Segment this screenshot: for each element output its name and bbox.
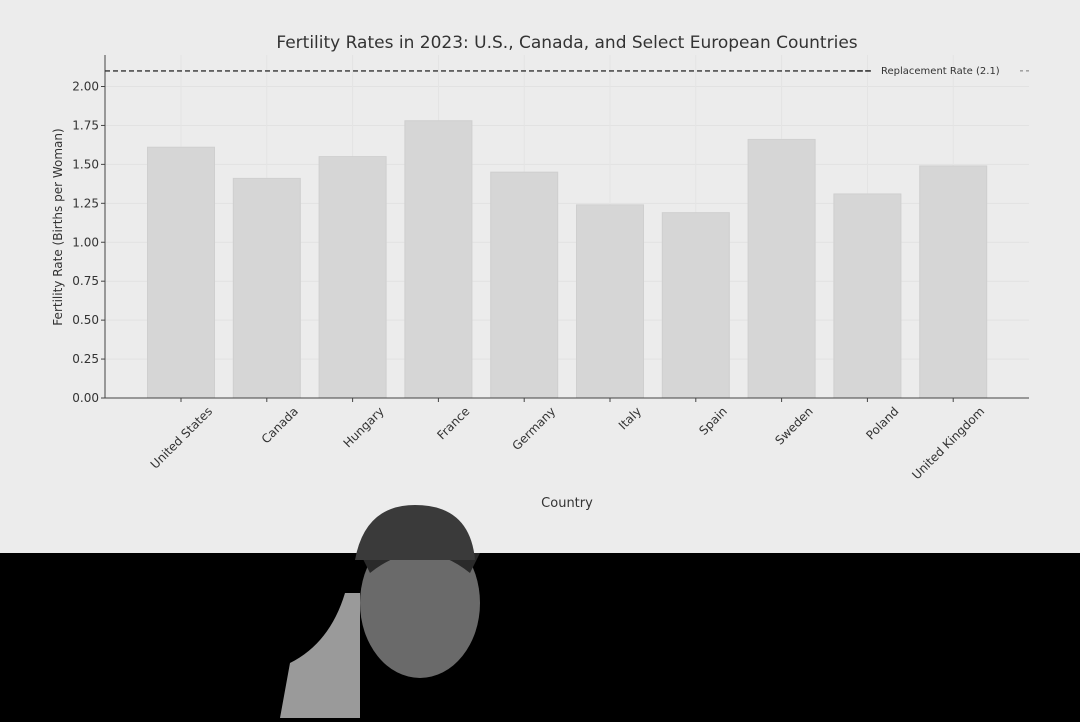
y-tick-label: 0.00 bbox=[72, 391, 99, 405]
bars bbox=[147, 120, 988, 399]
bar-italy bbox=[576, 204, 644, 399]
x-tick-label: United States bbox=[148, 404, 215, 471]
x-tick-label: Hungary bbox=[341, 404, 387, 450]
bar-united-kingdom bbox=[919, 165, 988, 399]
y-tick-label: 0.50 bbox=[72, 313, 99, 327]
x-axis-label: Country bbox=[541, 496, 593, 511]
presenter-head-top bbox=[355, 505, 475, 560]
y-tick-label: 1.25 bbox=[72, 196, 99, 210]
chart-title: Fertility Rates in 2023: U.S., Canada, a… bbox=[276, 33, 857, 53]
bar-germany bbox=[490, 171, 559, 399]
x-tick-label: Sweden bbox=[772, 404, 815, 447]
presenter-video bbox=[0, 523, 1080, 718]
axes bbox=[104, 55, 1029, 399]
y-tick-label: 2.00 bbox=[72, 80, 99, 94]
bar-sweden bbox=[747, 138, 816, 399]
x-ticks: United States Canada Hungary France Germany I… bbox=[148, 398, 987, 482]
x-tick-label: France bbox=[434, 404, 472, 442]
x-tick-label: Spain bbox=[696, 404, 730, 438]
bar-spain bbox=[661, 212, 730, 399]
presenter-hand bbox=[280, 593, 360, 718]
bar-france bbox=[404, 120, 473, 399]
bar-canada bbox=[232, 177, 301, 399]
bar-united-states bbox=[147, 146, 215, 399]
y-tick-label: 0.75 bbox=[72, 274, 99, 288]
x-tick-label: Germany bbox=[509, 404, 558, 453]
legend-label: Replacement Rate (2.1) bbox=[881, 66, 1000, 77]
y-tick-label: 1.75 bbox=[72, 118, 99, 132]
x-tick-label: United Kingdom bbox=[909, 404, 987, 482]
x-tick-label: Italy bbox=[616, 404, 644, 432]
bar-hungary bbox=[318, 156, 387, 399]
y-axis-label: Fertility Rate (Births per Woman) bbox=[51, 128, 65, 325]
presenter-silhouette bbox=[280, 523, 480, 718]
y-tick-label: 0.25 bbox=[72, 352, 99, 366]
x-tick-label: Poland bbox=[863, 404, 901, 442]
chart-panel: Fertility Rates in 2023: U.S., Canada, a… bbox=[0, 0, 1080, 553]
bar-chart: Fertility Rates in 2023: U.S., Canada, a… bbox=[51, 33, 1030, 511]
bar-poland bbox=[833, 193, 902, 399]
x-tick-label: Canada bbox=[259, 404, 301, 446]
y-tick-label: 1.00 bbox=[72, 235, 99, 249]
presenter-head bbox=[360, 528, 480, 678]
y-ticks: 0.00 0.25 0.50 0.75 1.00 1.25 1.50 1.75 2.00 bbox=[72, 80, 105, 405]
y-tick-label: 1.50 bbox=[72, 157, 99, 171]
